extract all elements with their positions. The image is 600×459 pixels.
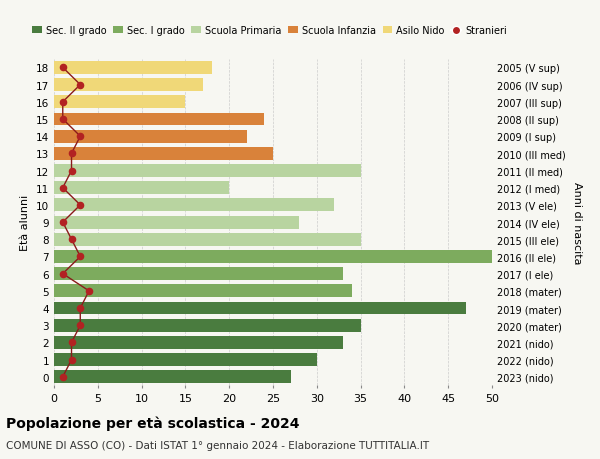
Text: Popolazione per età scolastica - 2024: Popolazione per età scolastica - 2024 bbox=[6, 415, 299, 430]
Point bbox=[76, 322, 85, 329]
Point bbox=[58, 373, 68, 381]
Text: COMUNE DI ASSO (CO) - Dati ISTAT 1° gennaio 2024 - Elaborazione TUTTITALIA.IT: COMUNE DI ASSO (CO) - Dati ISTAT 1° genn… bbox=[6, 440, 429, 450]
Bar bbox=[54, 165, 361, 178]
Bar bbox=[54, 370, 290, 383]
Bar bbox=[54, 130, 247, 143]
Y-axis label: Età alunni: Età alunni bbox=[20, 195, 31, 251]
Bar bbox=[54, 96, 185, 109]
Bar bbox=[54, 199, 334, 212]
Point bbox=[76, 202, 85, 209]
Point bbox=[58, 270, 68, 278]
Point bbox=[58, 219, 68, 226]
Point bbox=[58, 116, 68, 123]
Legend: Sec. II grado, Sec. I grado, Scuola Primaria, Scuola Infanzia, Asilo Nido, Stran: Sec. II grado, Sec. I grado, Scuola Prim… bbox=[28, 22, 511, 40]
Bar bbox=[54, 79, 203, 92]
Point bbox=[84, 287, 94, 295]
Point bbox=[67, 339, 76, 347]
Point bbox=[58, 65, 68, 72]
Point bbox=[67, 356, 76, 364]
Bar bbox=[54, 148, 273, 161]
Point bbox=[58, 99, 68, 106]
Point bbox=[76, 133, 85, 140]
Bar bbox=[54, 182, 229, 195]
Bar bbox=[54, 216, 299, 229]
Point bbox=[58, 185, 68, 192]
Bar bbox=[54, 113, 264, 126]
Bar bbox=[54, 268, 343, 280]
Bar bbox=[54, 336, 343, 349]
Bar bbox=[54, 319, 361, 332]
Bar bbox=[54, 62, 212, 75]
Bar bbox=[54, 285, 352, 297]
Point bbox=[67, 236, 76, 243]
Bar bbox=[54, 302, 466, 315]
Point bbox=[76, 82, 85, 89]
Point bbox=[67, 168, 76, 175]
Point bbox=[76, 305, 85, 312]
Y-axis label: Anni di nascita: Anni di nascita bbox=[572, 181, 582, 264]
Point bbox=[76, 253, 85, 261]
Bar bbox=[54, 251, 492, 263]
Bar bbox=[54, 233, 361, 246]
Point bbox=[67, 151, 76, 158]
Bar bbox=[54, 353, 317, 366]
